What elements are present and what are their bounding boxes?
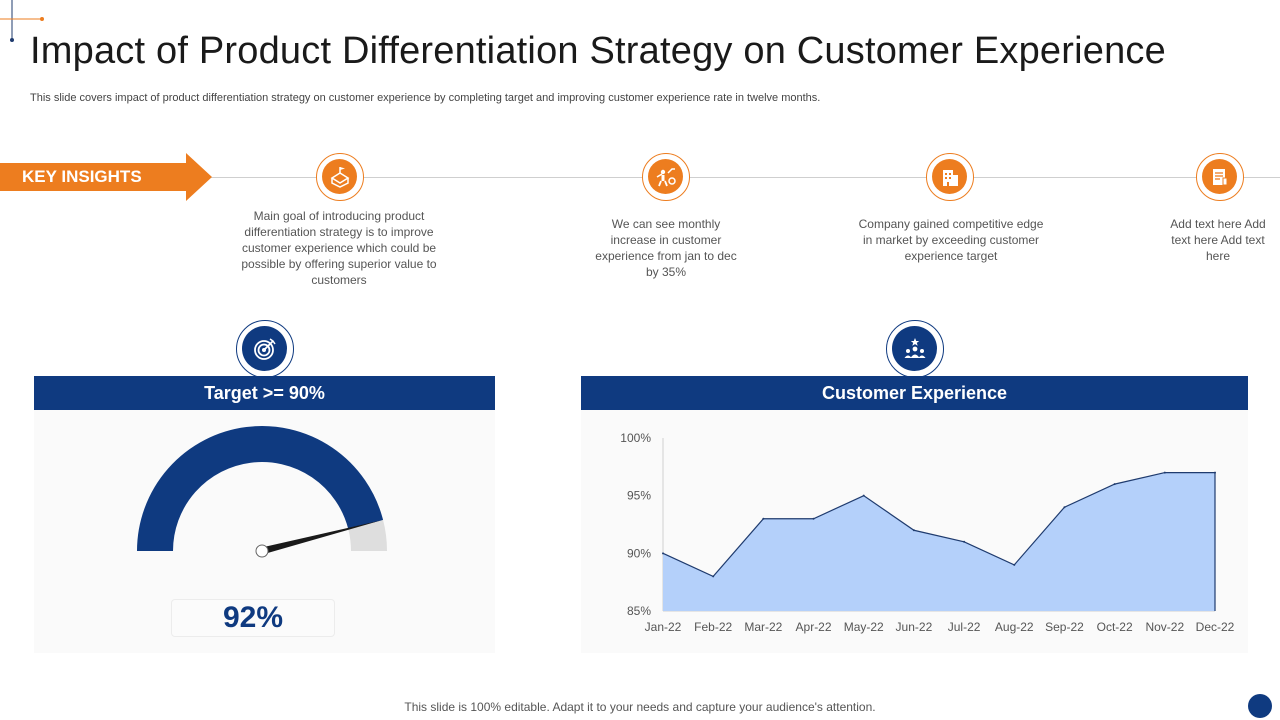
- data-point: [662, 552, 664, 555]
- data-point: [1063, 506, 1066, 509]
- y-tick-label: 85%: [627, 604, 651, 618]
- key-insights-arrow: [0, 153, 212, 201]
- area-series: [663, 472, 1215, 611]
- data-point: [963, 540, 966, 543]
- gauge-pivot: [255, 544, 269, 558]
- data-point: [712, 575, 715, 578]
- data-point: [762, 517, 765, 520]
- data-point: [1214, 471, 1216, 474]
- series-line: [662, 471, 1215, 578]
- target-icon: [242, 326, 287, 371]
- insight-2-text: We can see monthly increase in customer …: [595, 217, 737, 279]
- data-point: [1113, 483, 1116, 486]
- insight-1-badge: [316, 153, 364, 201]
- x-tick-label: Aug-22: [995, 620, 1034, 634]
- team-badge: [886, 320, 944, 378]
- team-icon: [892, 326, 937, 371]
- insight-1-text: Main goal of introducing product differe…: [241, 209, 437, 287]
- document-icon: [1202, 159, 1237, 194]
- insight-2-badge: [642, 153, 690, 201]
- target-badge: [236, 320, 294, 378]
- timeline-line: [210, 177, 1280, 178]
- gauge-needle: [261, 520, 382, 555]
- roadmap-icon: [322, 159, 357, 194]
- data-point: [912, 529, 915, 532]
- data-point: [862, 494, 865, 497]
- gauge-track: [348, 519, 387, 552]
- gauge-panel-header: Target >= 90%: [34, 376, 495, 410]
- y-tick-label: 100%: [620, 431, 651, 445]
- page-title: Impact of Product Differentiation Strate…: [30, 30, 1166, 72]
- insight-4-badge: [1196, 153, 1244, 201]
- x-tick-label: Oct-22: [1097, 620, 1133, 634]
- corner-dot: [1248, 694, 1272, 718]
- key-insights-label: KEY INSIGHTS: [22, 167, 142, 186]
- y-tick-label: 90%: [627, 546, 651, 560]
- x-tick-label: Jul-22: [948, 620, 981, 634]
- data-point: [1163, 471, 1166, 474]
- x-tick-label: Nov-22: [1145, 620, 1184, 634]
- x-tick-label: Apr-22: [796, 620, 832, 634]
- insight-3-badge: [926, 153, 974, 201]
- gauge-value: 92%: [171, 599, 335, 637]
- x-tick-label: Jun-22: [896, 620, 933, 634]
- data-point: [812, 517, 815, 520]
- x-tick-label: May-22: [844, 620, 884, 634]
- y-tick-label: 95%: [627, 489, 651, 503]
- gauge-fill: [137, 426, 384, 552]
- corner-decoration: [0, 0, 44, 42]
- gauge-chart: [137, 426, 387, 558]
- data-point: [1013, 563, 1016, 566]
- customer-experience-chart: 85% 90% 95% 100% Jan-22 Feb-22 Mar-22 Apr-22 May…: [620, 431, 1235, 634]
- x-tick-label: Mar-22: [744, 620, 782, 634]
- chart-panel-header: Customer Experience: [581, 376, 1248, 410]
- growth-icon: [648, 159, 683, 194]
- page-subtitle: This slide covers impact of product diff…: [30, 92, 821, 104]
- building-icon: [932, 159, 967, 194]
- x-tick-label: Jan-22: [645, 620, 682, 634]
- x-tick-label: Sep-22: [1045, 620, 1084, 634]
- footer-note: This slide is 100% editable. Adapt it to…: [404, 700, 876, 714]
- x-tick-label: Dec-22: [1196, 620, 1235, 634]
- insight-4-text: Add text here Add text here Add text her…: [1170, 217, 1266, 263]
- x-tick-label: Feb-22: [694, 620, 732, 634]
- insight-3-text: Company gained competitive edge in marke…: [858, 217, 1044, 263]
